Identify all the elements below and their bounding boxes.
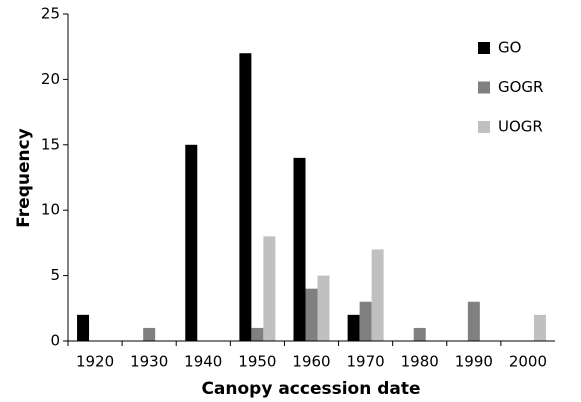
y-tick-label: 0	[50, 332, 60, 350]
legend-swatch	[478, 81, 490, 94]
x-tick-label: 2000	[509, 353, 547, 371]
bar	[143, 327, 156, 341]
x-tick-label: 1950	[238, 353, 276, 371]
y-tick-label: 5	[50, 266, 60, 284]
y-tick-label: 20	[41, 70, 60, 88]
x-tick-label: 1920	[76, 353, 114, 371]
legend-swatch	[478, 121, 490, 133]
bar	[305, 288, 318, 341]
legend-label: GOGR	[498, 78, 543, 96]
x-tick-label: 1930	[130, 353, 168, 371]
x-tick-label: 1980	[401, 353, 439, 371]
bar	[293, 157, 306, 341]
bar	[533, 314, 546, 341]
legend-label: UOGR	[498, 118, 543, 136]
legend-label: GO	[498, 39, 521, 57]
bar	[413, 327, 426, 341]
bar	[467, 301, 480, 341]
bar	[77, 314, 90, 341]
x-tick-label: 1940	[184, 353, 222, 371]
bar	[371, 249, 384, 341]
y-axis-title: Frequency	[14, 128, 34, 228]
bar	[263, 236, 276, 341]
legend-swatch	[478, 42, 490, 54]
bar	[185, 144, 198, 341]
y-tick-label: 25	[41, 5, 60, 23]
bar	[317, 275, 330, 341]
x-tick-label: 1970	[347, 353, 385, 371]
x-tick-label: 1960	[292, 353, 330, 371]
y-tick-label: 10	[41, 201, 60, 219]
x-axis-title: Canopy accession date	[201, 379, 420, 399]
x-tick-label: 1990	[455, 353, 493, 371]
bar	[359, 301, 372, 341]
bar	[347, 314, 360, 341]
bar	[239, 53, 252, 342]
bar	[251, 327, 264, 341]
y-tick-label: 15	[41, 135, 60, 153]
